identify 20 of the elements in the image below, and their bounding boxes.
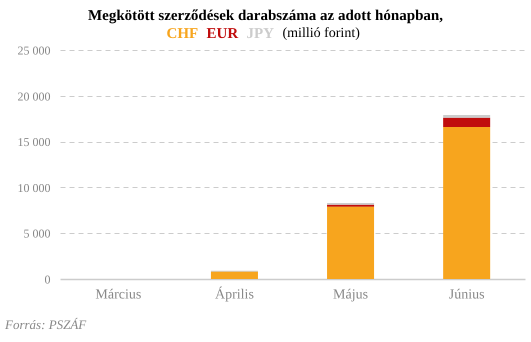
bar [210,272,258,279]
text: CHF [166,26,198,42]
chart-subtitle: (millió forint) [282,26,360,41]
bar [443,126,490,279]
x-tick-label: Április [215,286,254,302]
text: Forrás: PSZÁF [4,317,88,332]
bar [327,206,374,279]
y-tick-label: 20 000 [18,89,50,104]
x-tick-label: Május [333,288,368,302]
y-tick-label: 0 [44,272,50,286]
bar [443,118,490,127]
x-tick-label: Március [95,288,142,302]
bar [443,115,490,118]
chart-title: Megkötött szerződések darabszáma az adott hónapban, [88,8,444,24]
x-tick-label: Június [448,288,485,302]
y-tick-label: 10 000 [18,180,50,195]
y-tick-label: 15 000 [18,135,50,150]
y-tick-label: 5 000 [24,226,50,241]
text: EUR [206,26,238,42]
y-tick-label: 25 000 [18,44,50,58]
